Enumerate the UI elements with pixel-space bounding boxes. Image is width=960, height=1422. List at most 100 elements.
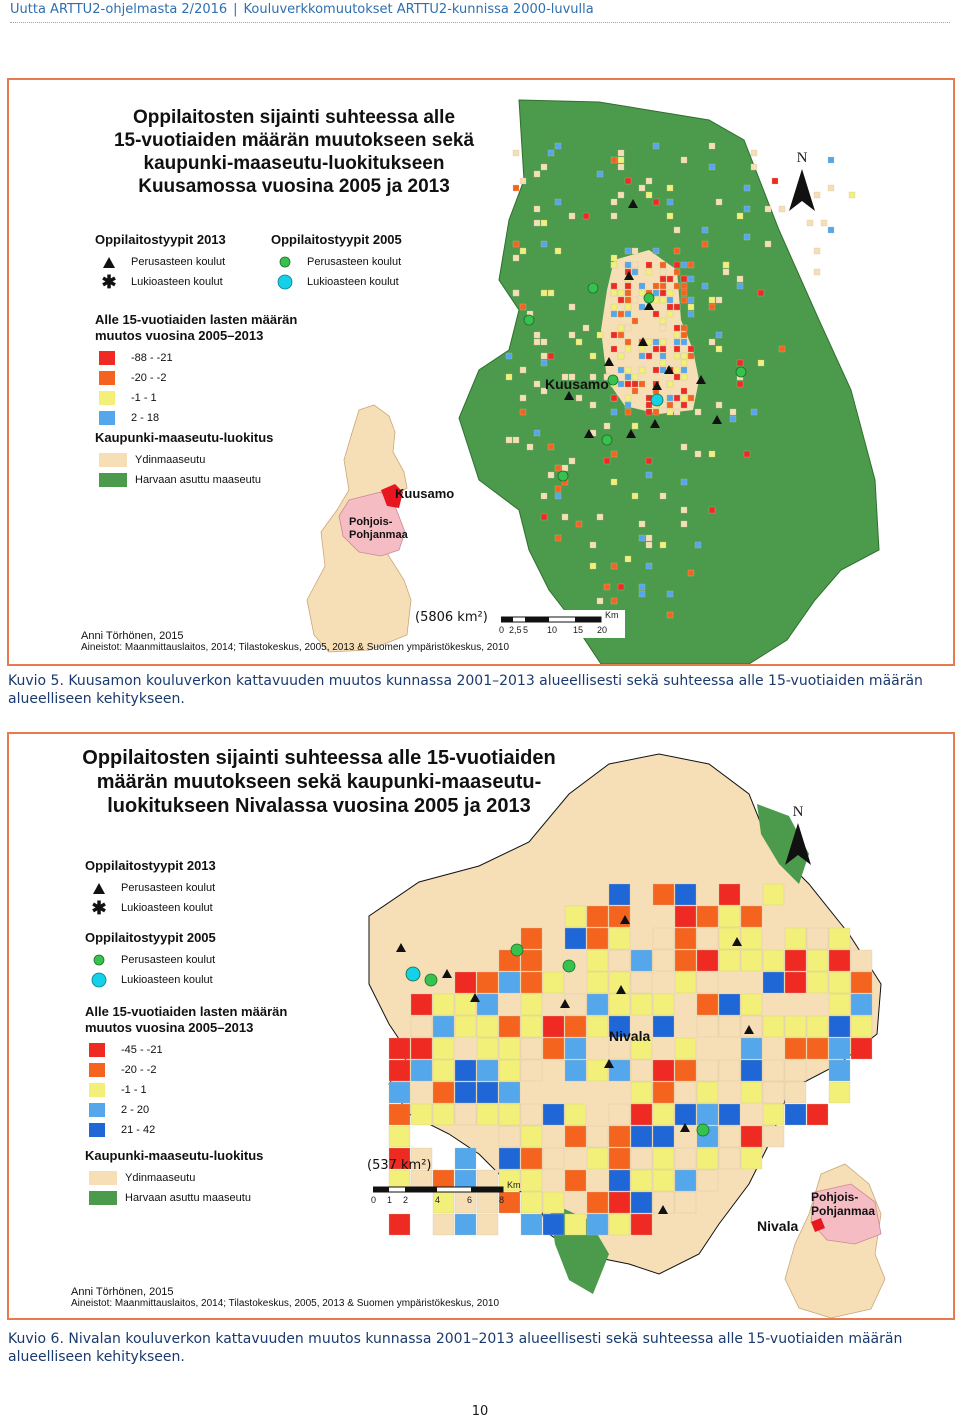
grid-cell: [512, 184, 520, 192]
grid-cell: [806, 927, 829, 950]
legend-heading-line: muutos vuosina 2005–2013: [95, 328, 264, 343]
school-2013-triangle: [626, 429, 636, 438]
legend-label: Harvaan asuttu maaseutu: [135, 474, 261, 486]
grid-cell: [631, 373, 639, 381]
grid-cell: [568, 457, 576, 465]
grid-cell: [701, 240, 709, 248]
grid-cell: [388, 1147, 411, 1170]
publication-title: Kouluverkkomuutokset ARTTU2-kunnissa 200…: [243, 2, 594, 17]
grid-cell: [736, 380, 744, 388]
grid-cell: [454, 1213, 477, 1236]
north-arrow: N: [783, 804, 813, 872]
grid-cell: [757, 289, 765, 297]
grid-cell: [432, 993, 455, 1016]
grid-cell: [850, 1015, 873, 1038]
grid-cell: [652, 247, 660, 255]
grid-cell: [630, 1125, 653, 1148]
grid-cell: [736, 212, 744, 220]
scale-tick: 8: [499, 1195, 505, 1205]
grid-cell: [589, 541, 597, 549]
school-2013-triangle: [616, 985, 626, 994]
grid-cell: [586, 1059, 609, 1082]
grid-cell: [687, 310, 695, 318]
grid-cell: [630, 1147, 653, 1170]
legend-heading-line: muutos vuosina 2005–2013: [85, 1020, 254, 1035]
grid-cell: [388, 1081, 411, 1104]
grid-cell: [564, 905, 587, 928]
grid-cell: [806, 1037, 829, 1060]
legend-label: -20 - -2: [131, 372, 167, 384]
grid-cell: [729, 408, 737, 416]
school-2013-triangle: [712, 415, 722, 424]
scale-tick: 15: [573, 625, 584, 635]
grid-cell: [680, 394, 688, 402]
grid-cell: [608, 883, 631, 906]
grid-cell: [564, 1169, 587, 1192]
school-2005-circle: [607, 374, 619, 386]
grid-cell: [476, 1103, 499, 1126]
grid-cell: [498, 1125, 521, 1148]
grid-cell: [547, 352, 555, 360]
scale-tick: 2: [403, 1195, 409, 1205]
north-label: N: [796, 150, 808, 166]
kuusamo-legend-schools-2013: Oppilaitostyypit 2013 Perusasteen koulut…: [95, 232, 265, 292]
grid-cell: [476, 993, 499, 1016]
grid-cell: [498, 1015, 521, 1038]
grid-cell: [652, 198, 660, 206]
grid-cell: [533, 219, 541, 227]
scale-tick: 2,5: [509, 625, 522, 635]
legend-swatch: [99, 391, 115, 405]
grid-cell: [568, 331, 576, 339]
grid-cell: [718, 949, 741, 972]
grid-cell: [454, 1015, 477, 1038]
grid-cell: [715, 331, 723, 339]
inset-region-line: Pohjanmaa: [349, 529, 408, 541]
grid-cell: [680, 296, 688, 304]
grid-cell: [533, 170, 541, 178]
grid-cell: [674, 971, 697, 994]
school-2013-triangle: [652, 381, 662, 390]
grid-cell: [740, 1147, 763, 1170]
school-2005-circle: [601, 434, 613, 446]
grid-cell: [848, 191, 856, 199]
grid-cell: [687, 352, 695, 360]
grid-cell: [659, 345, 667, 353]
grid-cell: [762, 1103, 785, 1126]
kuusamo-legend-urban-rural: Kaupunki-maaseutu-luokitus Ydinmaaseutu …: [95, 430, 315, 490]
grid-cell: [520, 1169, 543, 1192]
grid-cell: [740, 905, 763, 928]
grid-cell: [708, 450, 716, 458]
grid-cell: [624, 408, 632, 416]
grid-cell: [652, 1169, 675, 1192]
grid-cell: [624, 296, 632, 304]
grid-cell: [589, 401, 597, 409]
school-2013-triangle: [696, 375, 706, 384]
school-2013-triangle: [638, 337, 648, 346]
grid-cell: [630, 1059, 653, 1082]
scale-tick: 6: [467, 1195, 473, 1205]
legend-label: -1 - 1: [121, 1084, 147, 1096]
grid-cell: [624, 282, 632, 290]
grid-cell: [652, 949, 675, 972]
grid-cell: [762, 971, 785, 994]
grid-cell: [666, 590, 674, 598]
grid-cell: [608, 1059, 631, 1082]
grid-cell: [610, 562, 618, 570]
grid-cell: [596, 513, 604, 521]
grid-cell: [740, 1125, 763, 1148]
kuusamo-inset-municipality: [381, 484, 403, 508]
grid-cell: [533, 429, 541, 437]
legend-swatch: [99, 411, 115, 425]
map-author: Anni Törhönen, 2015: [81, 630, 184, 642]
grid-cell: [850, 1037, 873, 1060]
grid-cell: [708, 296, 716, 304]
grid-cell: [680, 324, 688, 332]
grid-cell: [687, 296, 695, 304]
grid-cell: [674, 1081, 697, 1104]
school-2005-circle: [562, 959, 576, 973]
grid-cell: [542, 1191, 565, 1214]
grid-cell: [652, 408, 660, 416]
inset-region-line: Pohjois-: [811, 1190, 859, 1204]
grid-cell: [624, 247, 632, 255]
grid-cell: [806, 949, 829, 972]
